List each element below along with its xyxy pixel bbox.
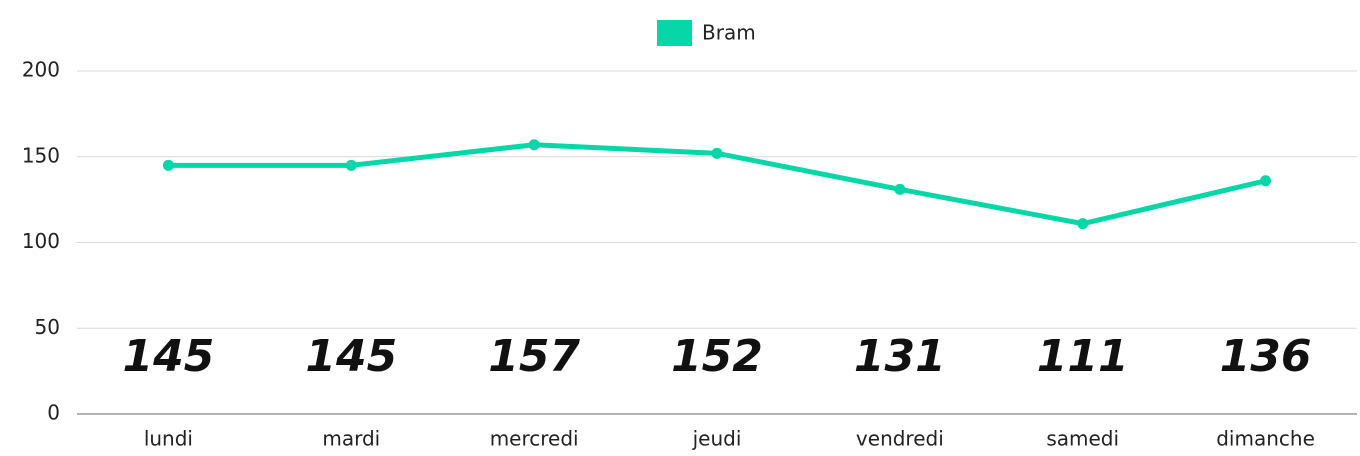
x-tick-label: jeudi <box>692 427 742 451</box>
y-tick-label: 200 <box>22 58 60 82</box>
x-tick-label: mercredi <box>490 427 579 451</box>
data-label: 157 <box>488 331 580 382</box>
point <box>345 159 357 171</box>
legend-swatch <box>657 20 692 46</box>
point <box>162 159 174 171</box>
y-tick-label: 0 <box>47 401 60 425</box>
point <box>1260 175 1272 187</box>
data-label: 136 <box>1220 331 1312 382</box>
point <box>894 183 906 195</box>
y-tick-label: 100 <box>22 229 60 253</box>
x-tick-label: samedi <box>1046 427 1119 451</box>
legend-label: Bram <box>702 21 756 45</box>
x-tick-label: mardi <box>322 427 380 451</box>
data-label: 111 <box>1037 331 1129 382</box>
x-tick-label: lundi <box>144 427 193 451</box>
data-label: 145 <box>122 331 214 382</box>
x-tick-label: dimanche <box>1216 427 1315 451</box>
point <box>1077 218 1089 230</box>
data-label: 145 <box>305 331 397 382</box>
point <box>711 147 723 159</box>
data-label: 131 <box>854 331 946 382</box>
y-tick-label: 50 <box>35 315 60 339</box>
point <box>528 139 540 151</box>
y-tick-label: 150 <box>22 143 60 167</box>
data-label: 152 <box>671 331 763 382</box>
x-tick-label: vendredi <box>856 427 944 451</box>
